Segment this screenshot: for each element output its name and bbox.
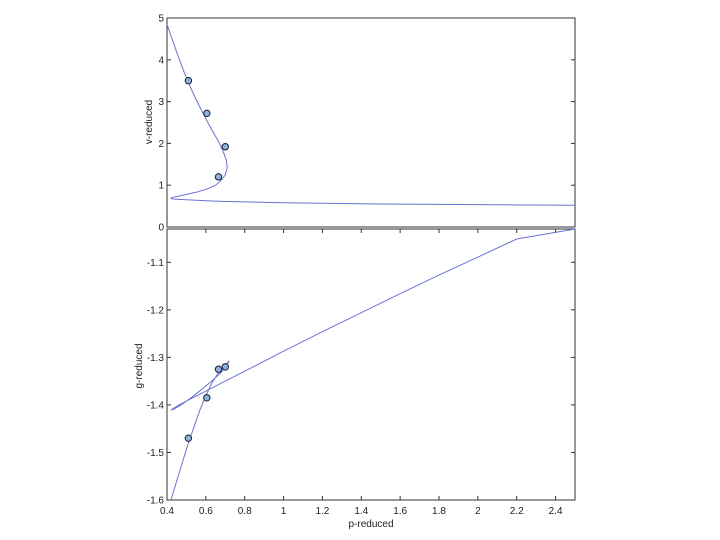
x-tick-label: 1 — [281, 506, 287, 517]
bottom-y-tick-label: -1.1 — [147, 258, 165, 269]
top-marker-point — [184, 77, 193, 85]
top-marker-point — [203, 109, 211, 118]
bottom-marker-point — [203, 394, 211, 402]
top-y-ticks: 0 1 2 3 4 5 — [158, 14, 575, 234]
bottom-x-ticks: 0.4 0.6 0.8 1 1.2 1.4 1.6 1.8 2 2.2 2.4 — [160, 229, 563, 517]
top-y-axis-label: v-reduced — [144, 100, 155, 144]
x-tick-label: 1.2 — [315, 506, 329, 517]
top-y-tick-label: 4 — [158, 55, 164, 66]
top-y-tick-label: 3 — [158, 97, 164, 108]
top-marker-point — [221, 143, 229, 151]
x-tick-label: 0.6 — [199, 506, 213, 517]
x-tick-label: 2 — [475, 506, 481, 517]
top-plot-frame — [166, 17, 576, 228]
bottom-marker-point — [221, 363, 229, 371]
top-y-tick-label: 5 — [158, 14, 164, 25]
x-tick-label: 1.4 — [354, 506, 368, 517]
x-tick-label: 2.2 — [510, 506, 524, 517]
bottom-axes: -1.6 -1.5 -1.4 -1.3 -1.2 -1.1 0.4 0.6 0.8 1 1.2 1.… — [134, 228, 576, 530]
bottom-marker-point — [214, 365, 223, 373]
bottom-y-axis-label: g-reduced — [134, 343, 145, 388]
bottom-y-tick-label: -1.3 — [147, 353, 165, 364]
x-axis-label: p-reduced — [348, 519, 393, 530]
x-tick-label: 0.4 — [160, 506, 174, 517]
x-tick-label: 0.8 — [238, 506, 252, 517]
bottom-y-tick-label: -1.4 — [147, 400, 165, 411]
top-axes: 0 1 2 3 4 5 v-reduced — [144, 14, 576, 234]
bottom-y-tick-label: -1.2 — [147, 305, 165, 316]
bottom-markers — [184, 363, 229, 442]
top-marker-point — [214, 173, 223, 181]
bottom-y-ticks: -1.6 -1.5 -1.4 -1.3 -1.2 -1.1 — [147, 258, 575, 507]
top-y-tick-label: 1 — [158, 181, 164, 192]
top-curve — [166, 24, 576, 206]
top-y-tick-label: 0 — [158, 223, 164, 234]
bottom-y-tick-label: -1.5 — [147, 448, 165, 459]
x-tick-label: 1.8 — [432, 506, 446, 517]
bottom-y-tick-label: -1.6 — [147, 496, 165, 507]
x-tick-label: 2.4 — [549, 506, 563, 517]
bottom-curve — [170, 228, 576, 501]
top-y-tick-label: 2 — [158, 139, 164, 150]
top-markers — [184, 77, 229, 181]
bottom-plot-frame — [166, 228, 576, 501]
x-tick-label: 1.6 — [393, 506, 407, 517]
bottom-marker-point — [184, 434, 193, 442]
